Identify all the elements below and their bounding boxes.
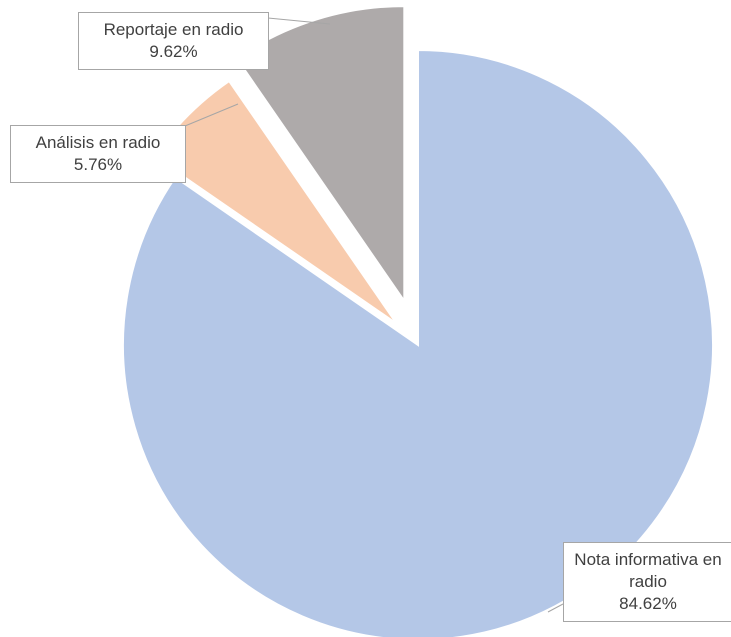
- label-category: Reportaje en radio: [103, 20, 244, 39]
- data-label: Reportaje en radio 9.62%: [78, 12, 269, 70]
- label-value: 9.62%: [149, 42, 198, 61]
- label-value: 84.62%: [619, 594, 677, 613]
- data-label: Nota informativa en radio 84.62%: [563, 542, 731, 622]
- leader-line: [267, 17, 331, 25]
- label-value: 5.76%: [73, 155, 123, 174]
- pie-slice: [122, 48, 714, 637]
- leader-line: [547, 603, 564, 613]
- data-label: Análisis en radio 5.76%: [10, 125, 186, 183]
- label-category: Nota informativa en radio: [574, 550, 722, 591]
- label-category: Análisis en radio: [35, 133, 161, 152]
- leader-line: [184, 103, 239, 127]
